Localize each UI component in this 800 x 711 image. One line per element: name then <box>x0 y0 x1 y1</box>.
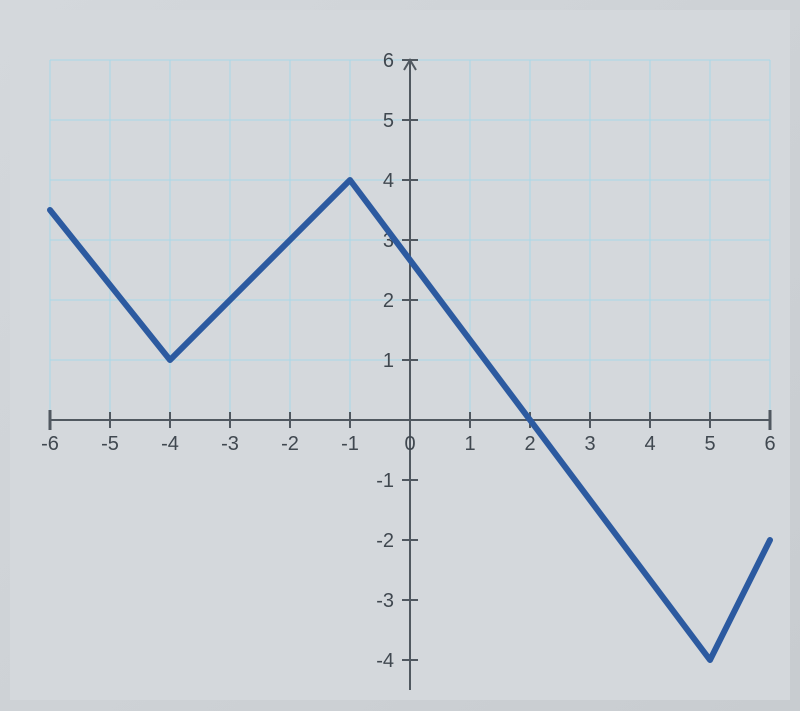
y-tick-label: 2 <box>383 290 394 312</box>
x-tick-label: 6 <box>764 433 775 455</box>
y-tick-label: -2 <box>376 530 394 552</box>
line-chart: -6-5-4-3-2-10123456-4-3-2-1123456 <box>10 10 790 700</box>
x-tick-label: -6 <box>41 433 59 455</box>
x-tick-label: -3 <box>221 433 239 455</box>
x-tick-label: 3 <box>584 433 595 455</box>
x-tick-label: 5 <box>704 433 715 455</box>
x-tick-label: -4 <box>161 433 179 455</box>
y-tick-label: 5 <box>383 110 394 132</box>
chart-bg <box>10 10 790 700</box>
y-tick-label: 4 <box>383 170 394 192</box>
x-tick-label: 4 <box>644 433 655 455</box>
y-tick-label: 6 <box>383 50 394 72</box>
x-tick-label: 0 <box>404 433 415 455</box>
y-tick-label: -4 <box>376 650 394 672</box>
y-tick-label: 1 <box>383 350 394 372</box>
y-tick-label: -1 <box>376 470 394 492</box>
x-tick-label: 2 <box>524 433 535 455</box>
x-tick-label: -5 <box>101 433 119 455</box>
x-tick-label: -2 <box>281 433 299 455</box>
chart-svg: -6-5-4-3-2-10123456-4-3-2-1123456 <box>10 10 790 700</box>
y-tick-label: -3 <box>376 590 394 612</box>
x-tick-label: 1 <box>464 433 475 455</box>
x-tick-label: -1 <box>341 433 359 455</box>
